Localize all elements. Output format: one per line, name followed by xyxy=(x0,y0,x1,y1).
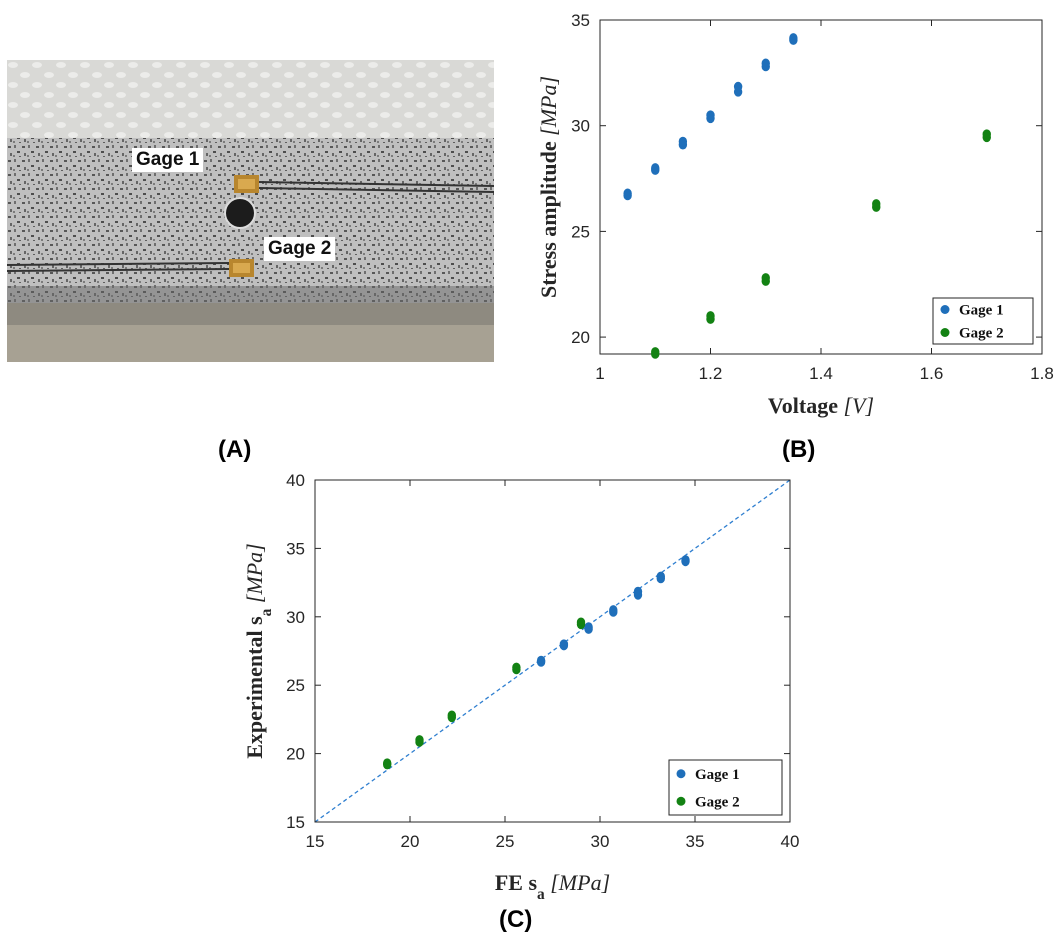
panel-label-a: (A) xyxy=(218,436,252,463)
chart-b-point-gage1 xyxy=(789,33,798,43)
chart-c-y-tick-label: 40 xyxy=(286,471,305,490)
chart-c-x-tick-label: 35 xyxy=(686,832,705,851)
panel-label-c: (C) xyxy=(499,906,533,933)
chart-b: 1 1.2 1.4 1.6 1.8 20 25 30 35 Voltage [V] Stress a… xyxy=(536,11,1054,418)
chart-b-point-gage1 xyxy=(706,110,715,120)
specimen-photo-drawing xyxy=(7,60,494,362)
chart-b-point-gage2 xyxy=(651,347,660,357)
chart-c-y-tick-label: 20 xyxy=(286,745,305,764)
chart-b-point-gage1 xyxy=(678,136,688,147)
chart-c-point-gage2 xyxy=(576,617,586,628)
chart-c-point-gage2 xyxy=(415,735,424,745)
chart-b-y-axis-label: Stress amplitude [MPa] xyxy=(536,76,561,298)
chart-b-point-gage2 xyxy=(706,311,715,321)
chart-c-point-gage1 xyxy=(633,586,643,597)
specimen-photo: Gage 1 Gage 2 xyxy=(7,60,494,362)
chart-c-point-gage2 xyxy=(383,758,392,768)
chart-c-x-tick-label: 15 xyxy=(306,832,325,851)
chart-c-x-axis-label: FE sa [MPa] xyxy=(495,870,610,903)
chart-b-y-tick-label: 20 xyxy=(571,328,590,347)
chart-b-legend-marker-gage1 xyxy=(940,305,950,314)
chart-c-y-axis-label: Experimental sa [MPa] xyxy=(242,543,275,758)
chart-c-legend-label-gage2: Gage 2 xyxy=(695,794,740,810)
chart-c-y-tick-label: 25 xyxy=(286,676,305,695)
panel-label-b: (B) xyxy=(782,436,816,463)
chart-b-y-tick-label: 30 xyxy=(571,117,590,136)
chart-c-point-gage2 xyxy=(447,710,456,721)
gage-1-label: Gage 1 xyxy=(132,148,204,172)
chart-c-legend: Gage 1 Gage 2 xyxy=(668,759,783,816)
chart-c: 15 20 25 30 35 40 15 20 25 30 35 40 FE sa [MPa] Exper… xyxy=(242,471,799,903)
chart-c-x-tick-label: 30 xyxy=(591,832,610,851)
chart-b-x-axis-label: Voltage [V] xyxy=(768,393,874,418)
chart-b-legend-marker-gage2 xyxy=(940,328,950,337)
chart-c-legend-marker-gage2 xyxy=(676,796,686,806)
chart-b-y-tick-label: 25 xyxy=(571,222,590,241)
chart-c-x-tick-label: 40 xyxy=(781,832,800,851)
chart-c-x-tick-label: 20 xyxy=(401,832,420,851)
chart-c-y-tick-label: 30 xyxy=(286,608,305,627)
chart-c-x-tick-label: 25 xyxy=(496,832,515,851)
chart-c-point-gage1 xyxy=(681,555,690,565)
chart-c-y-tick-label: 35 xyxy=(286,539,305,558)
chart-c-legend-label-gage1: Gage 1 xyxy=(695,767,740,783)
chart-b-point-gage1 xyxy=(733,81,743,92)
chart-b-point-gage1 xyxy=(761,58,770,69)
chart-b-x-tick-label: 1.2 xyxy=(699,364,723,383)
chart-b-x-tick-label: 1.6 xyxy=(920,364,944,383)
chart-c-point-gage1 xyxy=(559,639,569,649)
chart-c-point-gage2 xyxy=(512,662,521,673)
chart-b-y-tick-label: 35 xyxy=(571,11,590,30)
chart-b-point-gage2 xyxy=(872,199,881,209)
chart-b-x-tick-label: 1 xyxy=(595,364,604,383)
chart-b-point-gage2 xyxy=(761,273,770,283)
chart-b-point-gage1 xyxy=(623,188,632,199)
chart-b-x-tick-label: 1.4 xyxy=(809,364,833,383)
chart-c-y-tick-label: 15 xyxy=(286,813,305,832)
chart-c-legend-box xyxy=(668,759,783,816)
chart-b-legend: Gage 1 Gage 2 xyxy=(932,297,1034,345)
chart-b-legend-label-gage2: Gage 2 xyxy=(959,326,1004,342)
chart-b-point-gage2 xyxy=(982,129,991,139)
chart-c-point-gage1 xyxy=(609,605,618,615)
gage-2-label: Gage 2 xyxy=(264,237,336,261)
chart-c-point-gage1 xyxy=(536,655,546,666)
chart-c-legend-marker-gage1 xyxy=(676,769,686,779)
chart-c-point-gage1 xyxy=(656,571,665,582)
chart-b-legend-box xyxy=(932,297,1034,345)
chart-b-x-tick-label: 1.8 xyxy=(1030,364,1054,383)
chart-b-legend-label-gage1: Gage 1 xyxy=(959,303,1004,319)
chart-b-point-gage1 xyxy=(651,163,660,173)
chart-c-point-gage1 xyxy=(584,622,593,632)
